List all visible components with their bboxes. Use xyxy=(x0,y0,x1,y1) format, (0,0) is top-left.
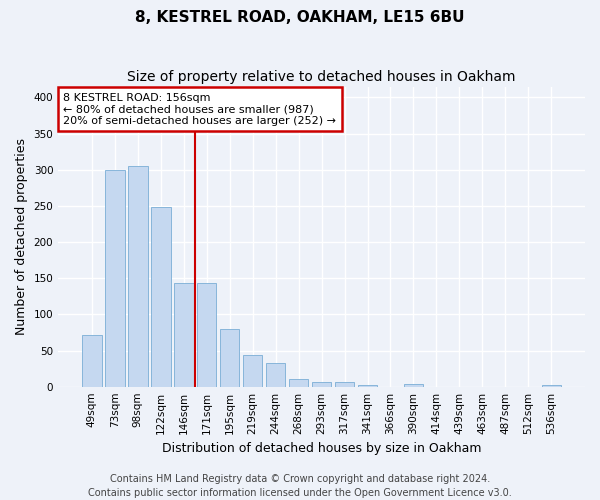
Bar xyxy=(542,385,561,386)
Bar xyxy=(220,329,239,386)
Bar xyxy=(358,385,377,386)
Text: 8 KESTREL ROAD: 156sqm
← 80% of detached houses are smaller (987)
20% of semi-de: 8 KESTREL ROAD: 156sqm ← 80% of detached… xyxy=(64,92,337,126)
Bar xyxy=(128,166,148,386)
Text: 8, KESTREL ROAD, OAKHAM, LE15 6BU: 8, KESTREL ROAD, OAKHAM, LE15 6BU xyxy=(135,10,465,25)
Bar xyxy=(82,334,101,386)
Bar xyxy=(266,363,286,386)
Text: Contains HM Land Registry data © Crown copyright and database right 2024.
Contai: Contains HM Land Registry data © Crown c… xyxy=(88,474,512,498)
Bar xyxy=(197,282,217,387)
Bar xyxy=(335,382,355,386)
Bar xyxy=(289,380,308,386)
Title: Size of property relative to detached houses in Oakham: Size of property relative to detached ho… xyxy=(127,70,516,84)
X-axis label: Distribution of detached houses by size in Oakham: Distribution of detached houses by size … xyxy=(162,442,481,455)
Bar xyxy=(243,355,262,386)
Bar xyxy=(312,382,331,386)
Y-axis label: Number of detached properties: Number of detached properties xyxy=(15,138,28,335)
Bar xyxy=(105,170,125,386)
Bar xyxy=(151,208,170,386)
Bar xyxy=(404,384,423,386)
Bar xyxy=(174,282,194,387)
